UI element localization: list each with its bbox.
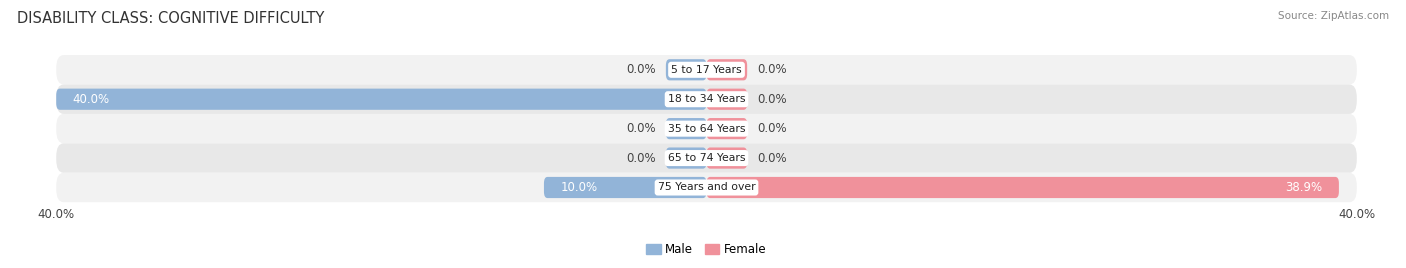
FancyBboxPatch shape xyxy=(56,84,1357,114)
Text: 18 to 34 Years: 18 to 34 Years xyxy=(668,94,745,104)
Text: 65 to 74 Years: 65 to 74 Years xyxy=(668,153,745,163)
Text: 75 Years and over: 75 Years and over xyxy=(658,183,755,192)
FancyBboxPatch shape xyxy=(707,147,747,169)
Text: DISABILITY CLASS: COGNITIVE DIFFICULTY: DISABILITY CLASS: COGNITIVE DIFFICULTY xyxy=(17,11,325,26)
FancyBboxPatch shape xyxy=(544,177,707,198)
Text: 0.0%: 0.0% xyxy=(756,93,786,106)
Text: 0.0%: 0.0% xyxy=(627,152,657,165)
FancyBboxPatch shape xyxy=(56,114,1357,143)
Text: 0.0%: 0.0% xyxy=(627,63,657,76)
Text: 40.0%: 40.0% xyxy=(73,93,110,106)
Legend: Male, Female: Male, Female xyxy=(641,238,772,261)
Text: Source: ZipAtlas.com: Source: ZipAtlas.com xyxy=(1278,11,1389,21)
FancyBboxPatch shape xyxy=(707,118,747,139)
Text: 0.0%: 0.0% xyxy=(627,122,657,135)
Text: 0.0%: 0.0% xyxy=(756,152,786,165)
FancyBboxPatch shape xyxy=(56,173,1357,202)
FancyBboxPatch shape xyxy=(707,89,747,110)
FancyBboxPatch shape xyxy=(56,89,707,110)
Text: 10.0%: 10.0% xyxy=(560,181,598,194)
FancyBboxPatch shape xyxy=(666,147,707,169)
FancyBboxPatch shape xyxy=(707,59,747,80)
Text: 5 to 17 Years: 5 to 17 Years xyxy=(671,65,742,75)
Text: 38.9%: 38.9% xyxy=(1285,181,1323,194)
FancyBboxPatch shape xyxy=(666,59,707,80)
FancyBboxPatch shape xyxy=(707,177,1339,198)
Text: 0.0%: 0.0% xyxy=(756,63,786,76)
Text: 35 to 64 Years: 35 to 64 Years xyxy=(668,124,745,134)
FancyBboxPatch shape xyxy=(56,55,1357,84)
FancyBboxPatch shape xyxy=(666,118,707,139)
FancyBboxPatch shape xyxy=(56,143,1357,173)
Text: 0.0%: 0.0% xyxy=(756,122,786,135)
